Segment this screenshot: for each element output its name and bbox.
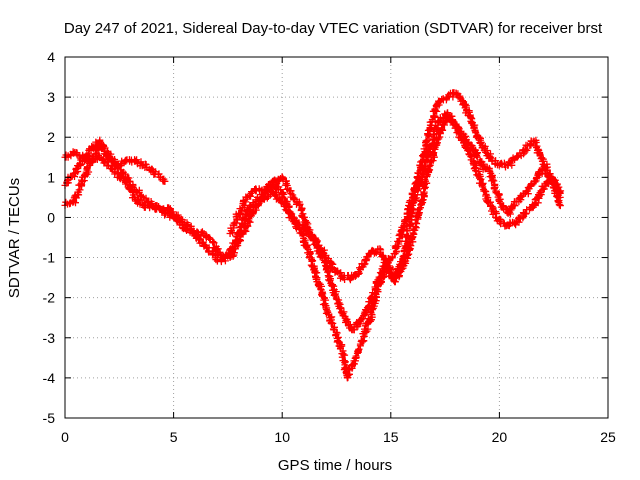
- x-tick-label: 25: [600, 429, 616, 445]
- axis-ticks: 0 5 10 15 20 25 -5 -4 -3 -2 -1 0 1 2 3 4: [43, 49, 616, 445]
- y-tick-label: -5: [43, 410, 56, 426]
- series-markers: [63, 89, 565, 334]
- y-tick-label: -4: [43, 370, 56, 386]
- plot-frame: [64, 56, 609, 419]
- y-tick-label: 3: [47, 89, 55, 105]
- x-tick-label: 0: [61, 429, 69, 445]
- data-points: [61, 89, 565, 382]
- series-3: [61, 89, 565, 334]
- y-tick-label: -3: [43, 330, 56, 346]
- x-tick-label: 10: [274, 429, 290, 445]
- y-tick-label: 0: [47, 209, 55, 225]
- y-tick-label: 2: [47, 129, 55, 145]
- series-markers: [62, 112, 564, 382]
- y-tick-label: -1: [43, 250, 56, 266]
- x-axis-title: GPS time / hours: [278, 457, 392, 474]
- y-axis-title: SDTVAR / TECUs: [6, 178, 23, 298]
- x-tick-label: 15: [383, 429, 399, 445]
- x-tick-label: 20: [492, 429, 508, 445]
- y-tick-label: -2: [43, 290, 56, 306]
- y-tick-label: 1: [47, 169, 55, 185]
- grid: [65, 57, 608, 418]
- x-tick-label: 5: [170, 429, 178, 445]
- chart-title: Day 247 of 2021, Sidereal Day-to-day VTE…: [64, 20, 603, 37]
- y-tick-label: 4: [47, 49, 55, 65]
